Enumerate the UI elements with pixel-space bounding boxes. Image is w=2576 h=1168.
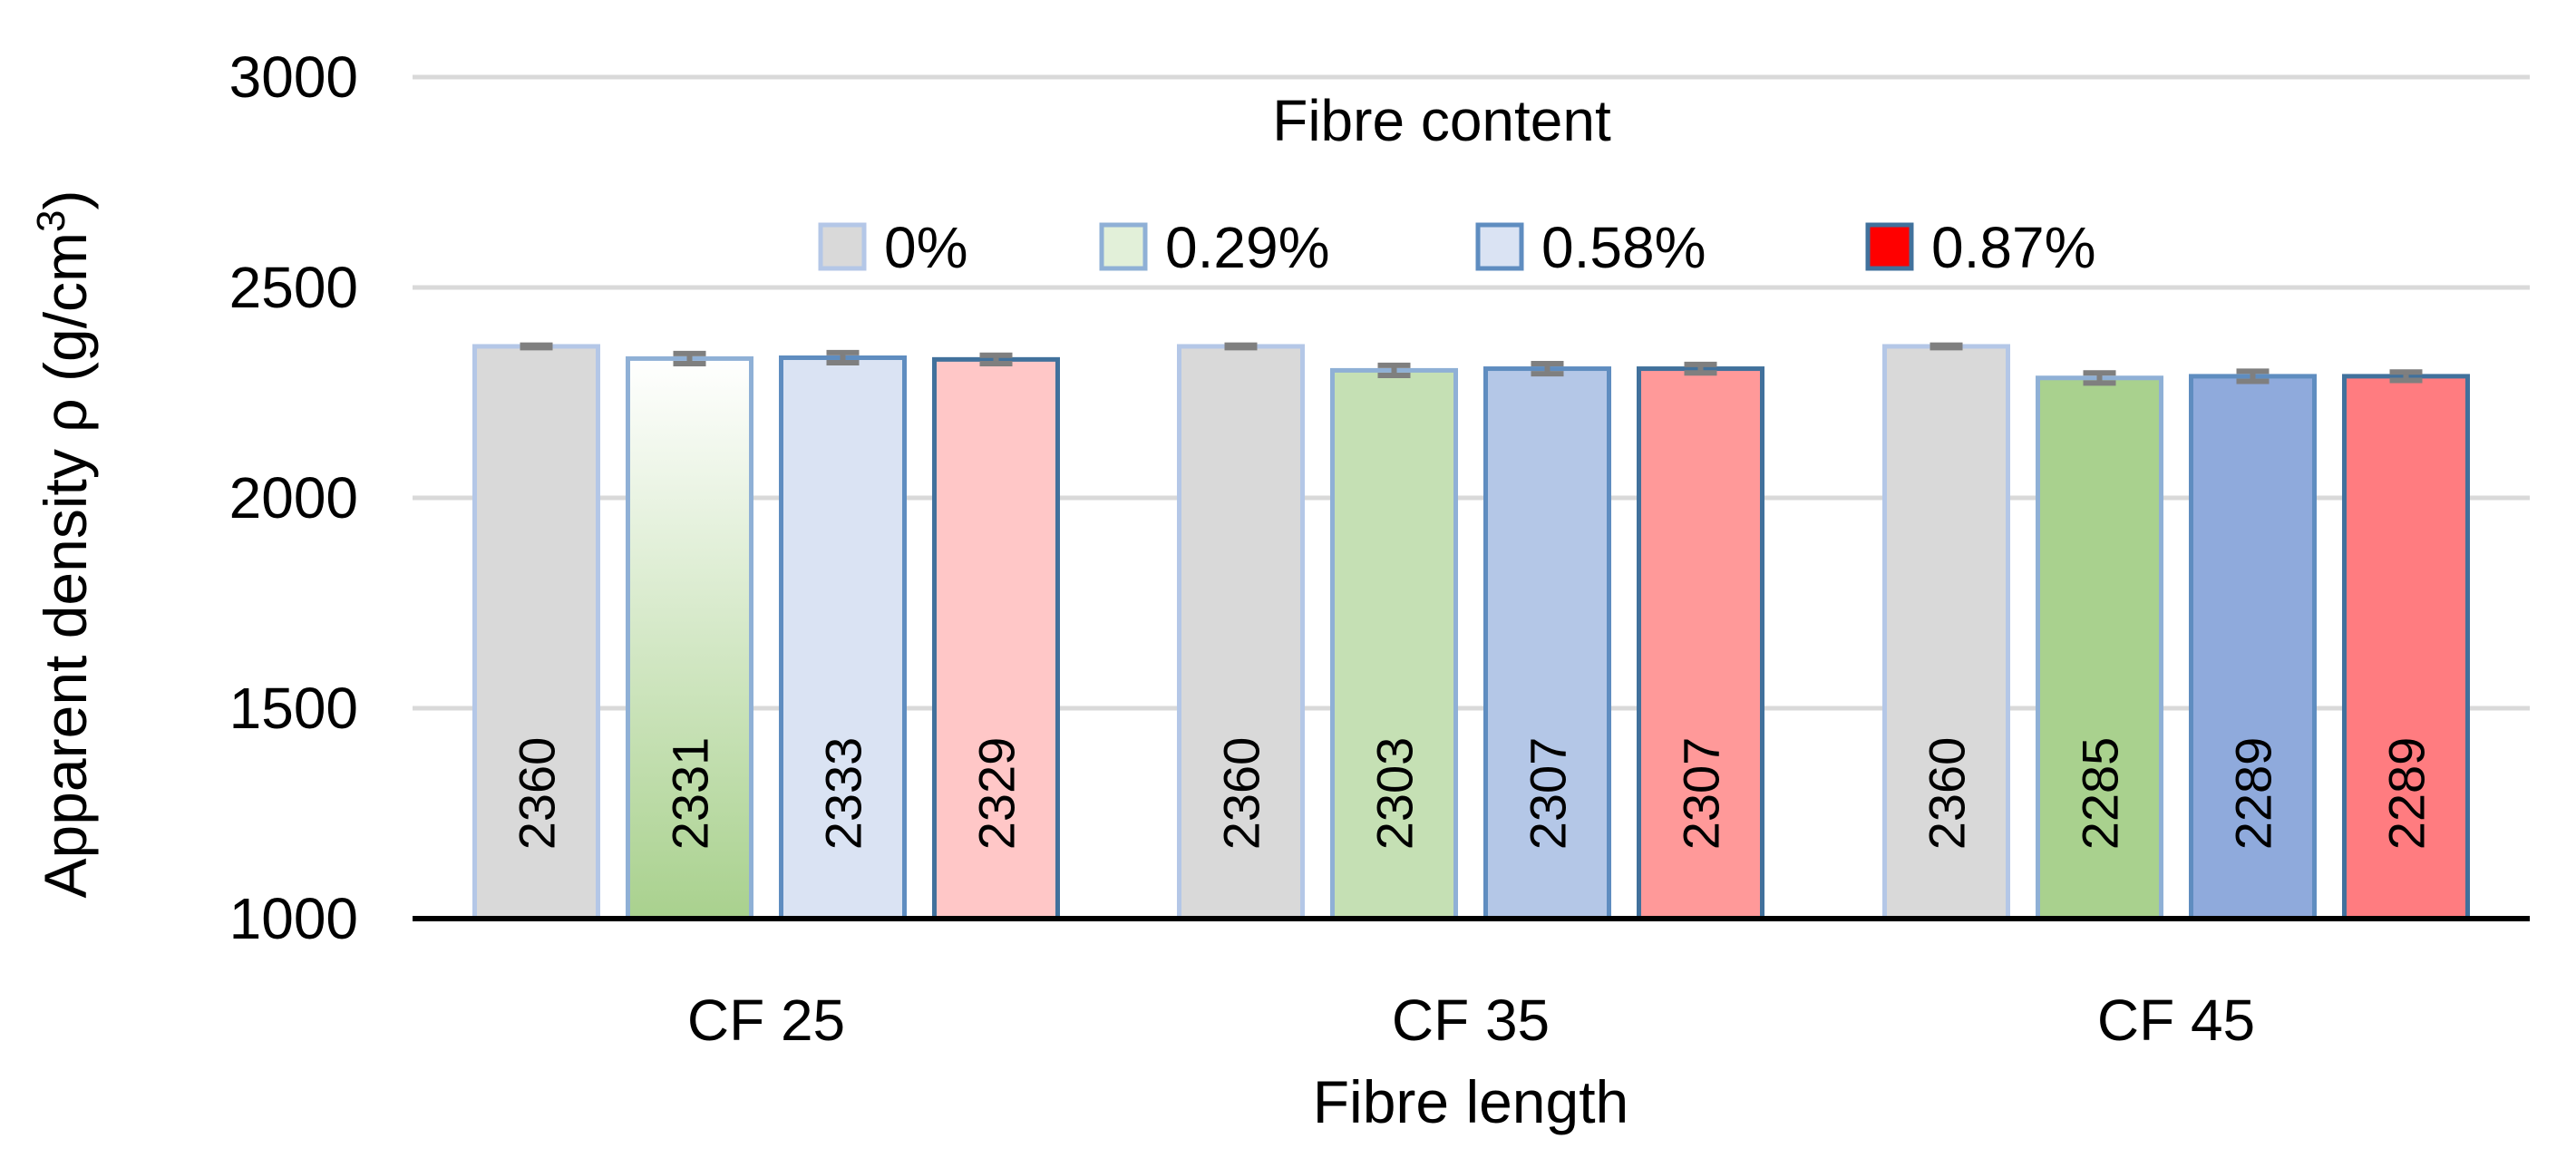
data-label: 2289	[2378, 737, 2435, 851]
data-label: 2333	[815, 737, 872, 851]
data-label: 2329	[968, 737, 1026, 851]
x-tick-label: CF 45	[2097, 988, 2255, 1053]
data-label: 2331	[662, 737, 719, 851]
y-axis-title: Apparent density ρ (g/cm3)	[29, 190, 99, 898]
bar	[626, 355, 753, 921]
data-label: 2285	[2072, 737, 2129, 851]
axes: 1000 1500 2000 2500 3000 CF 25 CF 35 CF 45	[229, 44, 2530, 1053]
gridlines	[413, 74, 2530, 711]
legend-swatch	[818, 222, 867, 271]
data-label: 2307	[1520, 737, 1577, 851]
legend-label: 0.58%	[1541, 215, 1706, 280]
y-tick-label: 1000	[229, 886, 358, 951]
x-axis-title: Fibre length	[1313, 1068, 1629, 1135]
y-tick-label: 2500	[229, 255, 358, 320]
x-tick-label: CF 35	[1392, 988, 1550, 1053]
data-label: 2289	[2225, 737, 2282, 851]
y-tick-label: 2000	[229, 465, 358, 530]
y-tick-label: 1500	[229, 676, 358, 741]
bar	[1637, 366, 1764, 921]
legend-swatch	[1865, 222, 1914, 271]
bar	[2036, 375, 2163, 921]
data-label: 2307	[1673, 737, 1730, 851]
legend-title: Fibre content	[1272, 88, 1611, 153]
legend-swatch	[1475, 222, 1524, 271]
data-label: 2360	[1213, 737, 1270, 851]
legend-label: 0%	[884, 215, 968, 280]
legend-swatch	[1099, 222, 1148, 271]
legend-label: 0.87%	[1931, 215, 2095, 280]
x-tick-label: CF 25	[687, 988, 845, 1053]
bars: 2360 2331 2333 2329 2360 2303 2307 2307 2360 2285…	[472, 342, 2470, 921]
data-label: 2360	[509, 737, 566, 851]
legend-label: 0.29%	[1165, 215, 1329, 280]
y-tick-label: 3000	[229, 44, 358, 110]
bar	[472, 344, 600, 921]
legend: 0% 0.29% 0.58% 0.87%	[818, 215, 2095, 280]
bar	[1882, 344, 2010, 921]
bar	[1177, 344, 1305, 921]
data-label: 2303	[1366, 737, 1424, 851]
bar	[2189, 374, 2317, 921]
data-label: 2360	[1919, 737, 1976, 851]
